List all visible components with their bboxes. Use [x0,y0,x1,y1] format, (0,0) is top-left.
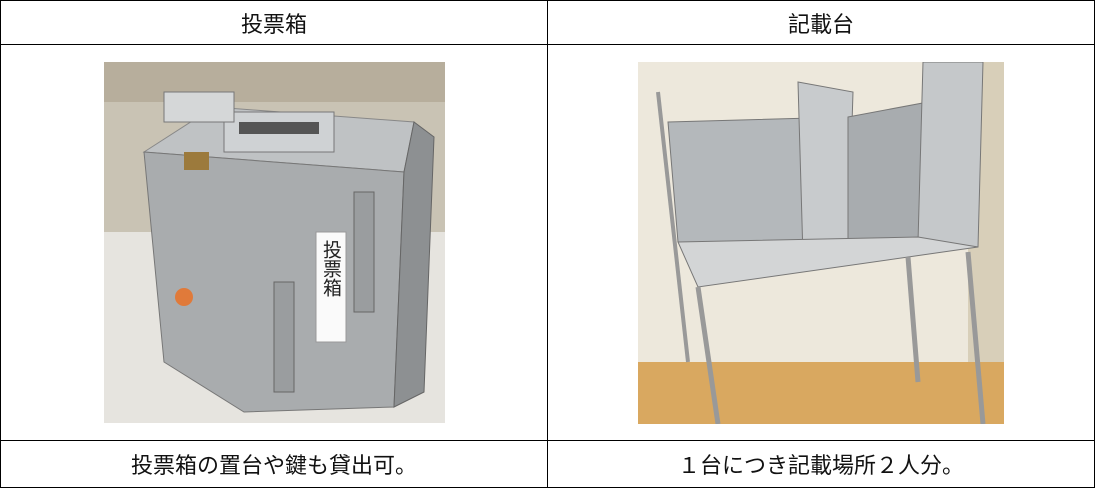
header-text: 記載台 [787,12,854,38]
box-sign: 投票箱 [320,240,342,297]
caption-cell: １台につき記載場所２人分。 [547,440,1095,488]
header-text: 投票箱 [240,12,307,38]
ballot-box-photo: 投票箱 [103,62,445,423]
caption-text: 投票箱の置台や鍵も貸出可。 [130,454,417,479]
photo-cell: 投票箱 [0,44,548,441]
caption-text: １台につき記載場所２人分。 [677,454,964,479]
photo-cell [547,44,1095,441]
header-cell: 投票箱 [0,0,548,45]
caption-cell: 投票箱の置台や鍵も貸出可。 [0,440,548,488]
header-cell: 記載台 [547,0,1095,45]
booth-photo [638,61,1004,424]
